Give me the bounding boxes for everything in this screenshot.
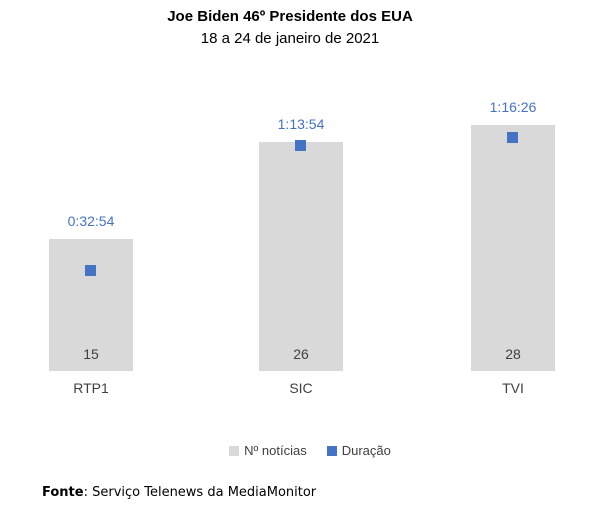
duration-marker-tvi [507, 132, 518, 143]
source-note: Fonte: Serviço Telenews da MediaMonitor [42, 485, 316, 500]
category-label-tvi: TVI [502, 380, 524, 396]
chart-subtitle: 18 a 24 de janeiro de 2021 [200, 30, 380, 47]
chart-title: Joe Biden 46º Presidente dos EUA [167, 8, 413, 25]
duracao-swatch-icon [326, 445, 337, 456]
duration-marker-rtp1 [85, 265, 96, 276]
duration-label-rtp1: 0:32:54 [67, 213, 115, 229]
source-separator: : [83, 485, 93, 500]
legend-item-noticias: Nº notícias [229, 443, 307, 458]
bar-rtp1 [49, 239, 133, 371]
duration-label-sic: 1:13:54 [277, 116, 325, 132]
bar-value-tvi: 28 [505, 346, 521, 362]
bar-value-sic: 26 [293, 346, 309, 362]
legend: Nº notícias Duração [0, 443, 600, 458]
source-text: Serviço Telenews da MediaMonitor [92, 485, 317, 500]
source-label: Fonte [42, 485, 84, 500]
duration-label-tvi: 1:16:26 [489, 99, 537, 115]
bar-sic [259, 142, 343, 371]
category-label-sic: SIC [289, 380, 313, 396]
category-label-rtp1: RTP1 [73, 380, 109, 396]
legend-label-noticias: Nº notícias [244, 443, 307, 458]
duration-marker-sic [295, 140, 306, 151]
bar-tvi [471, 125, 555, 371]
noticias-swatch-icon [229, 445, 240, 456]
legend-item-duracao: Duração [326, 443, 391, 458]
bar-value-rtp1: 15 [83, 346, 99, 362]
legend-label-duracao: Duração [341, 443, 391, 458]
